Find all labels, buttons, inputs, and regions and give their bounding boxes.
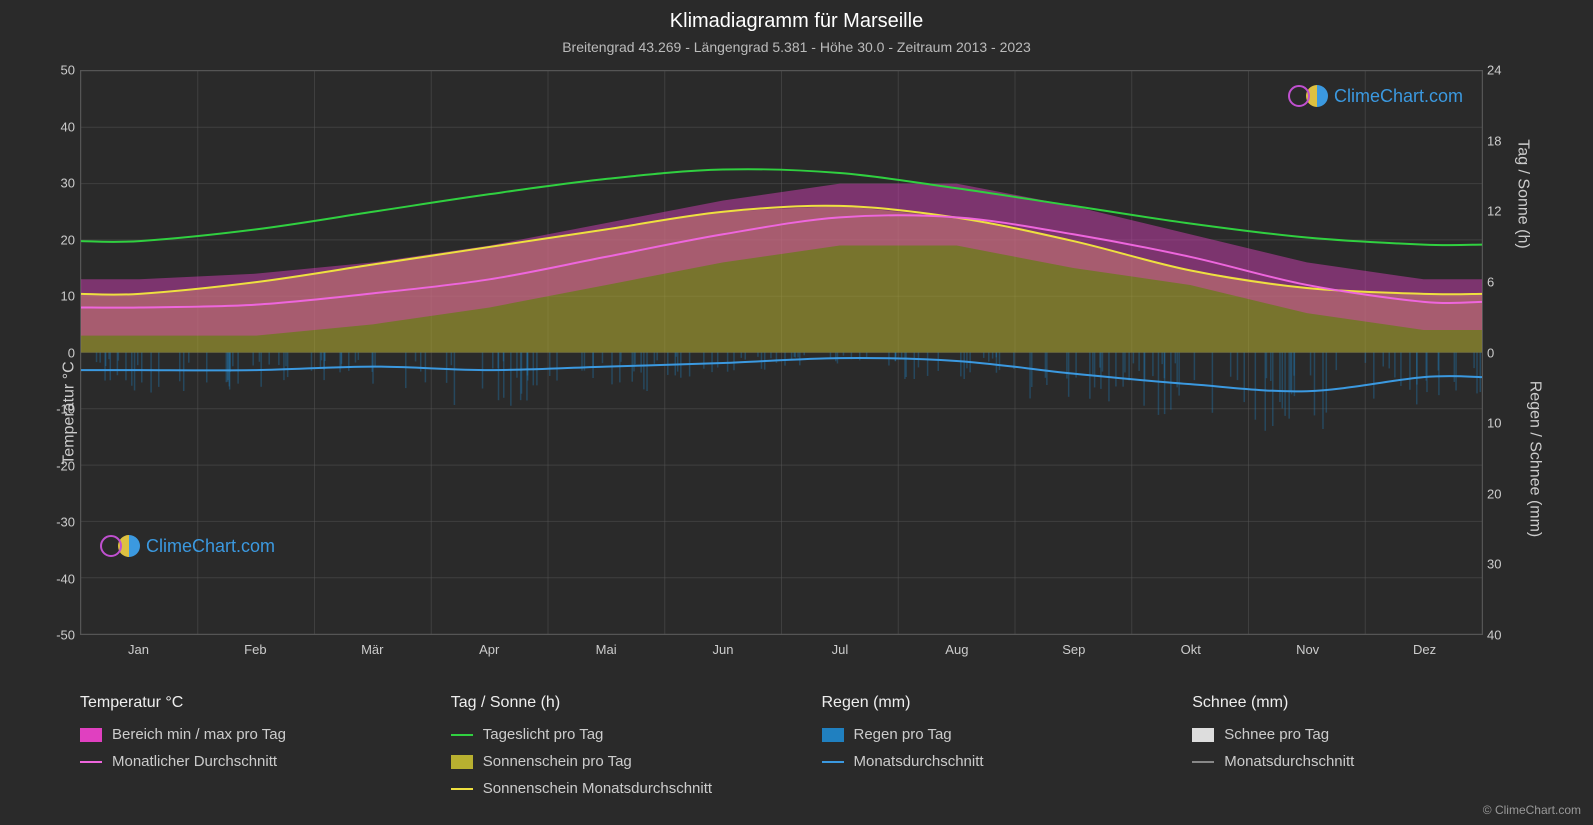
legend-line-swatch: [1192, 761, 1214, 763]
x-tick: Jan: [128, 642, 149, 657]
legend-header: Schnee (mm): [1192, 694, 1533, 712]
legend-label: Monatlicher Durchschnitt: [112, 753, 277, 770]
legend-label: Sonnenschein pro Tag: [483, 753, 632, 770]
legend-header: Regen (mm): [822, 694, 1163, 712]
x-tick: Feb: [244, 642, 266, 657]
legend-column: Temperatur °C Bereich min / max pro Tag Mo…: [80, 694, 421, 807]
legend-swatch: [822, 728, 844, 742]
plot-area: [80, 70, 1483, 635]
y-tick-left: -40: [45, 571, 75, 586]
x-tick: Mär: [361, 642, 383, 657]
legend-item: Schnee pro Tag: [1192, 726, 1533, 743]
y-tick-left: 50: [45, 63, 75, 78]
y-tick-right: 24: [1487, 63, 1515, 78]
legend-label: Monatsdurchschnitt: [1224, 753, 1354, 770]
y-axis-right-top-label: Tag / Sonne (h): [1513, 139, 1531, 248]
legend-item: Bereich min / max pro Tag: [80, 726, 421, 743]
y-tick-right: 6: [1487, 274, 1515, 289]
watermark-bottom: ClimeChart.com: [100, 535, 275, 557]
legend-label: Sonnenschein Monatsdurchschnitt: [483, 780, 712, 797]
legend-column: Regen (mm) Regen pro Tag Monatsdurchschnit…: [822, 694, 1163, 807]
legend-label: Schnee pro Tag: [1224, 726, 1329, 743]
legend-header: Temperatur °C: [80, 694, 421, 712]
climate-chart: Klimadiagramm für Marseille Breitengrad …: [0, 0, 1593, 825]
legend: Temperatur °C Bereich min / max pro Tag Mo…: [80, 694, 1533, 807]
legend-line-swatch: [451, 788, 473, 790]
legend-label: Monatsdurchschnitt: [854, 753, 984, 770]
y-tick-left: -20: [45, 458, 75, 473]
legend-column: Tag / Sonne (h) Tageslicht pro Tag Sonnens…: [451, 694, 792, 807]
plot-svg: [81, 71, 1482, 634]
legend-header: Tag / Sonne (h): [451, 694, 792, 712]
y-tick-left: 20: [45, 232, 75, 247]
legend-label: Bereich min / max pro Tag: [112, 726, 286, 743]
legend-item: Tageslicht pro Tag: [451, 726, 792, 743]
legend-item: Monatsdurchschnitt: [1192, 753, 1533, 770]
x-tick: Nov: [1296, 642, 1319, 657]
chart-subtitle: Breitengrad 43.269 - Längengrad 5.381 - …: [0, 33, 1593, 55]
legend-line-swatch: [451, 734, 473, 736]
legend-item: Sonnenschein pro Tag: [451, 753, 792, 770]
legend-line-swatch: [822, 761, 844, 763]
x-tick: Apr: [479, 642, 499, 657]
y-tick-left: -50: [45, 628, 75, 643]
legend-label: Regen pro Tag: [854, 726, 952, 743]
legend-label: Tageslicht pro Tag: [483, 726, 604, 743]
y-tick-left: 0: [45, 345, 75, 360]
legend-item: Monatsdurchschnitt: [822, 753, 1163, 770]
y-tick-right: 20: [1487, 486, 1515, 501]
y-tick-right: 40: [1487, 628, 1515, 643]
y-tick-left: 40: [45, 119, 75, 134]
legend-swatch: [1192, 728, 1214, 742]
chart-title: Klimadiagramm für Marseille: [0, 0, 1593, 33]
logo-ring-icon: [100, 535, 122, 557]
x-tick: Jul: [832, 642, 849, 657]
y-tick-right: 0: [1487, 345, 1515, 360]
legend-line-swatch: [80, 761, 102, 763]
legend-swatch: [80, 728, 102, 742]
y-axis-right-bottom-label: Regen / Schnee (mm): [1526, 381, 1544, 538]
x-tick: Aug: [945, 642, 968, 657]
y-tick-left: -10: [45, 402, 75, 417]
y-tick-right: 12: [1487, 204, 1515, 219]
y-tick-right: 18: [1487, 133, 1515, 148]
x-tick: Sep: [1062, 642, 1085, 657]
x-tick: Mai: [596, 642, 617, 657]
legend-item: Monatlicher Durchschnitt: [80, 753, 421, 770]
watermark-text: ClimeChart.com: [146, 536, 275, 557]
y-tick-right: 30: [1487, 557, 1515, 572]
x-tick: Okt: [1181, 642, 1201, 657]
legend-column: Schnee (mm) Schnee pro Tag Monatsdurchschn…: [1192, 694, 1533, 807]
legend-item: Sonnenschein Monatsdurchschnitt: [451, 780, 792, 797]
watermark-text: ClimeChart.com: [1334, 86, 1463, 107]
x-tick: Dez: [1413, 642, 1436, 657]
watermark-top: ClimeChart.com: [1288, 85, 1463, 107]
x-tick: Jun: [713, 642, 734, 657]
legend-swatch: [451, 755, 473, 769]
copyright: © ClimeChart.com: [1483, 803, 1581, 817]
y-tick-right: 10: [1487, 416, 1515, 431]
y-tick-left: 10: [45, 289, 75, 304]
legend-item: Regen pro Tag: [822, 726, 1163, 743]
y-tick-left: -30: [45, 515, 75, 530]
y-tick-left: 30: [45, 176, 75, 191]
logo-ring-icon: [1288, 85, 1310, 107]
